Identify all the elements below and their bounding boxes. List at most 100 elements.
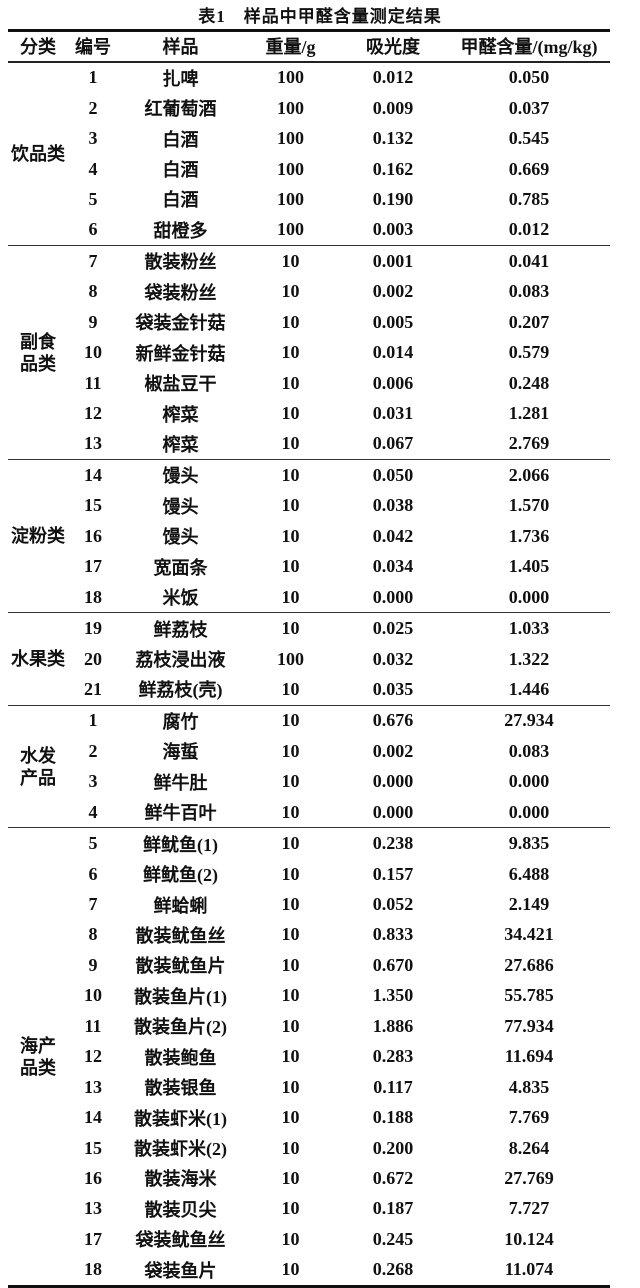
number-cell: 9 <box>88 954 98 975</box>
absorbance-cell: 0.833 <box>372 924 414 945</box>
number-cell: 16 <box>84 1167 102 1188</box>
table-row: 淀粉类 14 馒头 10 0.050 2.066 <box>8 460 610 546</box>
weight-cell: 10 <box>281 525 300 546</box>
absorbance-cell: 0.003 <box>372 219 414 240</box>
table-row: 15 馒头 10 0.038 1.570 <box>8 491 610 521</box>
weight-cell: 10 <box>281 863 300 884</box>
absorbance-cell: 0.035 <box>372 678 414 699</box>
category-cell: 副食 品类 <box>20 331 56 374</box>
table-row: 10 散装鱼片(1) 10 1.350 55.785 <box>8 981 610 1011</box>
formaldehyde-cell: 27.686 <box>504 954 554 975</box>
header-category: 分类 <box>20 37 56 58</box>
table-row: 8 袋装粉丝 10 0.002 0.083 <box>8 277 610 307</box>
weight-cell: 10 <box>281 1228 300 1249</box>
sample-cell: 米饭 <box>162 588 199 609</box>
table-row: 2 红葡萄酒 100 0.009 0.037 <box>8 93 610 123</box>
number-cell: 6 <box>88 219 98 240</box>
formaldehyde-cell: 0.207 <box>508 311 550 332</box>
header-absorbance: 吸光度 <box>366 37 420 58</box>
formaldehyde-cell: 0.248 <box>508 372 550 393</box>
header-row: 分类 编号 样品 重量/g 吸光度 甲醛含量/(mg/kg) <box>8 31 610 62</box>
formaldehyde-cell: 1.322 <box>508 648 550 669</box>
number-cell: 18 <box>84 1259 102 1280</box>
number-cell: 10 <box>84 342 102 363</box>
table-row: 16 馒头 10 0.042 1.736 <box>8 521 610 551</box>
number-cell: 11 <box>84 1015 102 1036</box>
absorbance-cell: 0.050 <box>372 464 414 485</box>
number-cell: 3 <box>88 128 98 149</box>
absorbance-cell: 0.672 <box>372 1167 414 1188</box>
absorbance-cell: 0.190 <box>372 188 414 209</box>
sample-cell: 袋装金针菇 <box>135 313 226 334</box>
sample-cell: 散装银鱼 <box>144 1078 217 1099</box>
table-row: 8 散装鱿鱼丝 10 0.833 34.421 <box>8 920 610 950</box>
number-cell: 5 <box>88 188 98 209</box>
header-weight: 重量/g <box>265 37 316 58</box>
table-row: 9 散装鱿鱼片 10 0.670 27.686 <box>8 950 610 980</box>
sample-cell: 海蜇 <box>162 742 199 763</box>
weight-cell: 10 <box>281 372 300 393</box>
formaldehyde-cell: 1.405 <box>508 556 550 577</box>
sample-cell: 宽面条 <box>153 557 208 578</box>
sample-cell: 馒头 <box>162 466 199 487</box>
sample-cell: 白酒 <box>162 190 199 211</box>
absorbance-cell: 0.000 <box>372 801 414 822</box>
absorbance-cell: 0.002 <box>372 740 414 761</box>
table-row: 18 袋装鱼片 10 0.268 11.074 <box>8 1255 610 1287</box>
weight-cell: 10 <box>281 311 300 332</box>
sample-cell: 新鲜金针菇 <box>135 343 226 364</box>
sample-cell: 榨菜 <box>162 434 199 455</box>
absorbance-cell: 0.031 <box>372 403 414 424</box>
category-cell: 淀粉类 <box>11 526 65 547</box>
formaldehyde-cell: 0.041 <box>508 250 550 271</box>
formaldehyde-cell: 1.281 <box>508 403 550 424</box>
formaldehyde-cell: 0.000 <box>508 771 550 792</box>
table-row: 13 散装银鱼 10 0.117 4.835 <box>8 1072 610 1102</box>
absorbance-cell: 0.157 <box>372 863 414 884</box>
number-cell: 4 <box>88 158 98 179</box>
absorbance-cell: 0.001 <box>372 250 414 271</box>
absorbance-cell: 1.350 <box>372 985 414 1006</box>
table-row: 4 鲜牛百叶 10 0.000 0.000 <box>8 797 610 828</box>
formaldehyde-cell: 0.785 <box>508 188 550 209</box>
formaldehyde-cell: 1.446 <box>508 678 550 699</box>
category-group: 饮品类 1 扎啤 100 0.012 0.050 2 红葡萄酒 100 0.009 0.037 3 白酒… <box>8 62 610 246</box>
weight-cell: 10 <box>281 495 300 516</box>
table-row: 18 米饭 10 0.000 0.000 <box>8 582 610 613</box>
sample-cell: 荔枝浸出液 <box>135 650 226 671</box>
number-cell: 8 <box>88 924 98 945</box>
weight-cell: 10 <box>281 556 300 577</box>
number-cell: 7 <box>88 250 98 271</box>
absorbance-cell: 1.886 <box>372 1015 414 1036</box>
table-row: 9 袋装金针菇 10 0.005 0.207 <box>8 307 610 337</box>
weight-cell: 10 <box>281 464 300 485</box>
absorbance-cell: 0.676 <box>372 710 414 731</box>
number-cell: 2 <box>88 740 98 761</box>
number-cell: 15 <box>84 1137 102 1158</box>
sample-cell: 散装海米 <box>144 1169 217 1190</box>
number-cell: 2 <box>88 97 98 118</box>
weight-cell: 10 <box>281 1198 300 1219</box>
table-row: 3 白酒 100 0.132 0.545 <box>8 123 610 153</box>
table-row: 水果类 19 鲜荔枝 10 0.025 1.033 <box>8 613 610 669</box>
number-cell: 7 <box>88 894 98 915</box>
number-cell: 21 <box>84 678 102 699</box>
number-cell: 19 <box>84 618 102 639</box>
number-cell: 13 <box>84 1198 102 1219</box>
formaldehyde-cell: 0.083 <box>508 740 550 761</box>
absorbance-cell: 0.670 <box>372 954 414 975</box>
weight-cell: 10 <box>281 678 300 699</box>
formaldehyde-cell: 0.000 <box>508 801 550 822</box>
table-row: 4 白酒 100 0.162 0.669 <box>8 154 610 184</box>
absorbance-cell: 0.002 <box>372 281 414 302</box>
absorbance-cell: 0.132 <box>372 128 414 149</box>
sample-cell: 红葡萄酒 <box>144 99 217 120</box>
absorbance-cell: 0.245 <box>372 1228 414 1249</box>
number-cell: 18 <box>84 586 102 607</box>
formaldehyde-cell: 6.488 <box>508 863 550 884</box>
formaldehyde-cell: 0.037 <box>508 97 550 118</box>
table-row: 11 散装鱼片(2) 10 1.886 77.934 <box>8 1011 610 1041</box>
formaldehyde-cell: 34.421 <box>504 924 554 945</box>
absorbance-cell: 0.162 <box>372 158 414 179</box>
sample-cell: 鲜蛤蜊 <box>153 895 208 916</box>
